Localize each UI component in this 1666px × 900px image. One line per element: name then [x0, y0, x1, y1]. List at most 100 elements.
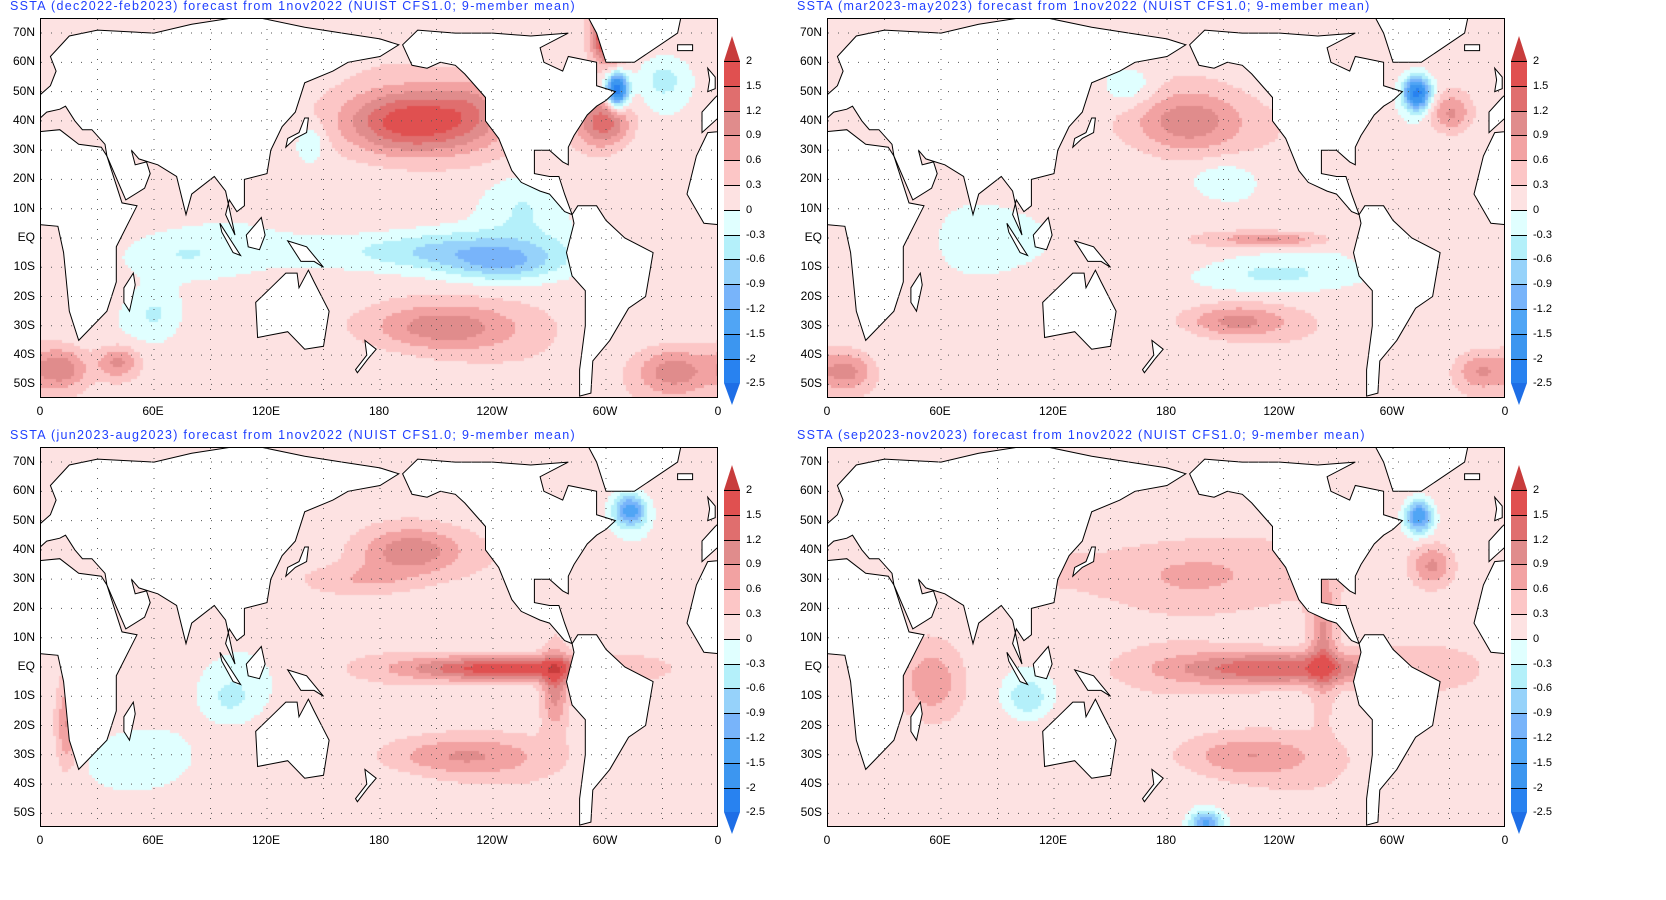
- land-madagascar: [123, 700, 136, 742]
- lat-tick-label: 60N: [799, 54, 822, 69]
- colorbar-label: -0.6: [1533, 682, 1552, 695]
- colorbar-bin: [724, 638, 740, 664]
- colorbar-bin: [724, 234, 740, 260]
- colorbar-bin: [1511, 309, 1527, 334]
- lon-tick-label: 120E: [1038, 404, 1068, 418]
- lon-tick-label: 120E: [251, 833, 281, 847]
- colorbar-label: -0.9: [1533, 278, 1552, 291]
- colorbar-bin: [724, 564, 740, 590]
- colorbar-label: -1.5: [746, 327, 765, 340]
- colorbar-label: 0.3: [746, 179, 762, 191]
- colorbar-label: -2: [746, 352, 756, 365]
- colorbar-label: 2: [746, 484, 753, 496]
- colorbar-bin: [1511, 333, 1527, 359]
- land-borneo: [1032, 645, 1053, 680]
- lon-tick-label: 180: [368, 833, 390, 847]
- lat-tick-label: 20S: [800, 288, 822, 303]
- land-greenland: [1375, 448, 1469, 492]
- colorbar-max-triangle: [724, 36, 740, 61]
- colorbar-bin: [1511, 564, 1527, 590]
- lat-tick-label: 60N: [12, 483, 35, 498]
- lat-tick-label: 40S: [800, 347, 822, 362]
- colorbar-label: 1.2: [1533, 104, 1549, 117]
- lon-tick-label: 0: [36, 404, 44, 418]
- colorbar-bin: [724, 309, 740, 334]
- colorbar-label: -0.3: [746, 228, 765, 241]
- land-eurasia: [828, 19, 1187, 236]
- land-africa: [686, 560, 717, 655]
- map-panel: SSTA (jun2023-aug2023) forecast from 1no…: [0, 428, 787, 858]
- land-madagascar: [910, 271, 923, 313]
- land-namerica: [401, 29, 617, 216]
- colorbar-label: -2.5: [746, 806, 765, 819]
- land-samerica: [1352, 205, 1441, 397]
- colorbar-bin: [1511, 209, 1527, 235]
- panel-title: SSTA (sep2023-nov2023) forecast from 1no…: [797, 428, 1366, 442]
- lat-tick-label: 20S: [800, 717, 822, 732]
- land-greenland: [1375, 19, 1469, 63]
- colorbar-label: -1.5: [746, 756, 765, 769]
- colorbar-label: -1.2: [1533, 303, 1552, 315]
- colorbar-bin: [724, 259, 740, 285]
- colorbar-bin: [724, 539, 740, 565]
- colorbar-label: -0.6: [746, 253, 765, 266]
- colorbar-bin: [724, 110, 740, 136]
- lon-tick-label: 0: [1501, 404, 1509, 418]
- colorbar-label: -0.6: [746, 682, 765, 695]
- colorbar-bin: [724, 614, 740, 639]
- panel-title: SSTA (dec2022-feb2023) forecast from 1no…: [10, 0, 576, 13]
- colorbar-label: 0: [1533, 203, 1540, 216]
- colorbar-bin: [724, 284, 740, 309]
- colorbar-label: -2: [1533, 781, 1543, 794]
- colorbar-label: 0.3: [1533, 179, 1549, 191]
- lon-tick-label: 60E: [142, 404, 164, 418]
- colorbar-label: -2: [1533, 352, 1543, 365]
- colorbar-label: -1.2: [746, 732, 765, 744]
- colorbar-bin: [1511, 160, 1527, 185]
- colorbar-min-triangle: [724, 812, 740, 835]
- lon-tick-label: 0: [36, 833, 44, 847]
- map-panel: SSTA (dec2022-feb2023) forecast from 1no…: [0, 0, 787, 429]
- land-sumatra: [219, 652, 242, 686]
- lat-tick-label: 30S: [800, 746, 822, 761]
- land-eurasia: [1488, 95, 1504, 134]
- land-namerica: [1188, 458, 1404, 645]
- land-iceland: [677, 44, 694, 52]
- colorbar-bin: [1511, 589, 1527, 614]
- lat-tick-label: 50S: [800, 805, 822, 820]
- land-samerica: [565, 205, 654, 397]
- lat-tick-label: 70N: [799, 25, 822, 40]
- colorbar-label: 0: [1533, 632, 1540, 645]
- colorbar-label: -1.2: [1533, 732, 1552, 744]
- lat-tick-label: 10N: [799, 629, 822, 644]
- land-africa: [686, 131, 717, 226]
- colorbar-bin: [1511, 490, 1527, 515]
- lon-tick-label: 0: [714, 833, 722, 847]
- colorbar-label: 1.5: [1533, 79, 1549, 92]
- lat-tick-label: 50S: [13, 376, 35, 391]
- colorbar-bin: [1511, 787, 1527, 813]
- colorbar-label: 2: [746, 55, 753, 67]
- lon-tick-label: 180: [1155, 833, 1177, 847]
- lat-tick-label: 10N: [799, 200, 822, 215]
- land-samerica: [1352, 634, 1441, 826]
- colorbar-label: 0.9: [746, 129, 762, 142]
- land-africa: [1473, 131, 1504, 226]
- lon-tick-label: 120W: [476, 404, 508, 418]
- colorbar-bin: [724, 61, 740, 86]
- lat-tick-label: 50S: [13, 805, 35, 820]
- colorbar-bin: [1511, 614, 1527, 639]
- lat-tick-label: 20N: [12, 600, 35, 615]
- land-nz: [1141, 339, 1164, 374]
- lon-tick-label: 60W: [592, 833, 618, 847]
- colorbar-max-triangle: [1511, 465, 1527, 490]
- lon-tick-label: 60E: [929, 833, 951, 847]
- lon-tick-label: 180: [368, 404, 390, 418]
- land-uk: [1493, 66, 1503, 93]
- land-eurasia: [701, 524, 717, 563]
- land-newguinea: [1073, 240, 1111, 268]
- colorbar-label: 0.6: [746, 154, 762, 167]
- colorbar-bin: [724, 713, 740, 738]
- colorbar-bin: [724, 490, 740, 515]
- colorbar-max-triangle: [1511, 36, 1527, 61]
